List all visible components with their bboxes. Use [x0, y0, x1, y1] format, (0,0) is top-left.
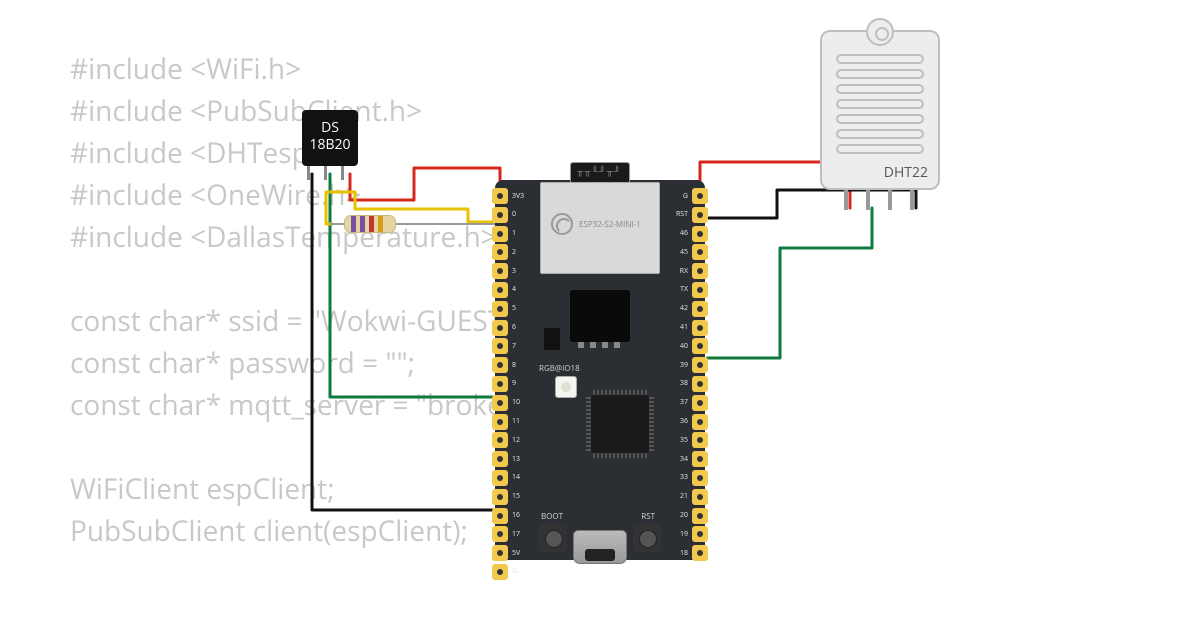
pin-1[interactable]: 1 [492, 226, 508, 242]
pin-42[interactable]: 42 [692, 301, 708, 317]
ds18b20-pins [307, 166, 344, 180]
pin-G[interactable]: G [692, 188, 708, 204]
pin-2[interactable]: 2 [492, 244, 508, 260]
dht22-grill [836, 54, 924, 154]
pin-14[interactable]: 14 [492, 470, 508, 486]
pin-G[interactable]: G [492, 564, 508, 580]
pin-46[interactable]: 46 [692, 226, 708, 242]
shield-text: ESP32-S2-MINI-1 [579, 219, 641, 230]
rst-label: RST [641, 511, 655, 522]
pin-6[interactable]: 6 [492, 320, 508, 336]
pins-left: 3V3012345678910111213141516175VG [492, 188, 508, 580]
pin-10[interactable]: 10 [492, 395, 508, 411]
pin-15[interactable]: 15 [492, 489, 508, 505]
pin-5[interactable]: 5 [492, 301, 508, 317]
pin-39[interactable]: 39 [692, 357, 708, 373]
pin-5V[interactable]: 5V [492, 545, 508, 561]
pin-33[interactable]: 33 [692, 470, 708, 486]
pin-16[interactable]: 16 [492, 508, 508, 524]
pin-7[interactable]: 7 [492, 338, 508, 354]
pin-38[interactable]: 38 [692, 376, 708, 392]
esp32-board[interactable]: ESP32-S2-MINI-1 RGB@IO18 BOOT RST 3V3012… [495, 180, 705, 560]
pin-9[interactable]: 9 [492, 376, 508, 392]
pin-20[interactable]: 20 [692, 508, 708, 524]
pin-RST[interactable]: RST [692, 207, 708, 223]
pin-21[interactable]: 21 [692, 489, 708, 505]
pin-8[interactable]: 8 [492, 357, 508, 373]
pin-19[interactable]: 19 [692, 526, 708, 542]
espressif-logo-icon [551, 213, 573, 235]
pin-36[interactable]: 36 [692, 414, 708, 430]
ds18b20-label-2: 18B20 [302, 137, 358, 154]
pin-37[interactable]: 37 [692, 395, 708, 411]
pin-4[interactable]: 4 [492, 282, 508, 298]
pin-40[interactable]: 40 [692, 338, 708, 354]
resistor[interactable] [330, 215, 410, 233]
ds18b20-sensor[interactable]: DS 18B20 [302, 110, 358, 166]
pin-41[interactable]: 41 [692, 320, 708, 336]
rgb-label: RGB@IO18 [539, 363, 580, 374]
pin-35[interactable]: 35 [692, 432, 708, 448]
boot-button[interactable] [539, 524, 567, 552]
dht22-sensor[interactable]: DHT22 [820, 30, 940, 190]
pin-TX[interactable]: TX [692, 282, 708, 298]
pin-3[interactable]: 3 [492, 263, 508, 279]
pin-3V3[interactable]: 3V3 [492, 188, 508, 204]
pin-11[interactable]: 11 [492, 414, 508, 430]
dht22-pins [844, 190, 914, 210]
pin-45[interactable]: 45 [692, 244, 708, 260]
rf-shield: ESP32-S2-MINI-1 [540, 182, 660, 274]
rgb-led [555, 376, 577, 398]
pins-right: G RST 46 45 RX TX 42 41 40 39 38 37 36 35 34 33 21 20 19 18 [692, 188, 708, 561]
small-ic [544, 328, 560, 350]
wifi-antenna [570, 162, 630, 182]
pin-RX[interactable]: RX [692, 263, 708, 279]
dht22-mount-hole [866, 18, 894, 46]
pin-34[interactable]: 34 [692, 451, 708, 467]
boot-label: BOOT [541, 511, 563, 522]
pin-17[interactable]: 17 [492, 526, 508, 542]
pin-12[interactable]: 12 [492, 432, 508, 448]
dht22-label: DHT22 [884, 163, 928, 182]
usb-port [573, 530, 627, 564]
pin-13[interactable]: 13 [492, 451, 508, 467]
voltage-regulator [570, 290, 630, 342]
pin-0[interactable]: 0 [492, 207, 508, 223]
reset-button[interactable] [633, 524, 661, 552]
mcu-chip [591, 395, 649, 453]
pin-18[interactable]: 18 [692, 545, 708, 561]
